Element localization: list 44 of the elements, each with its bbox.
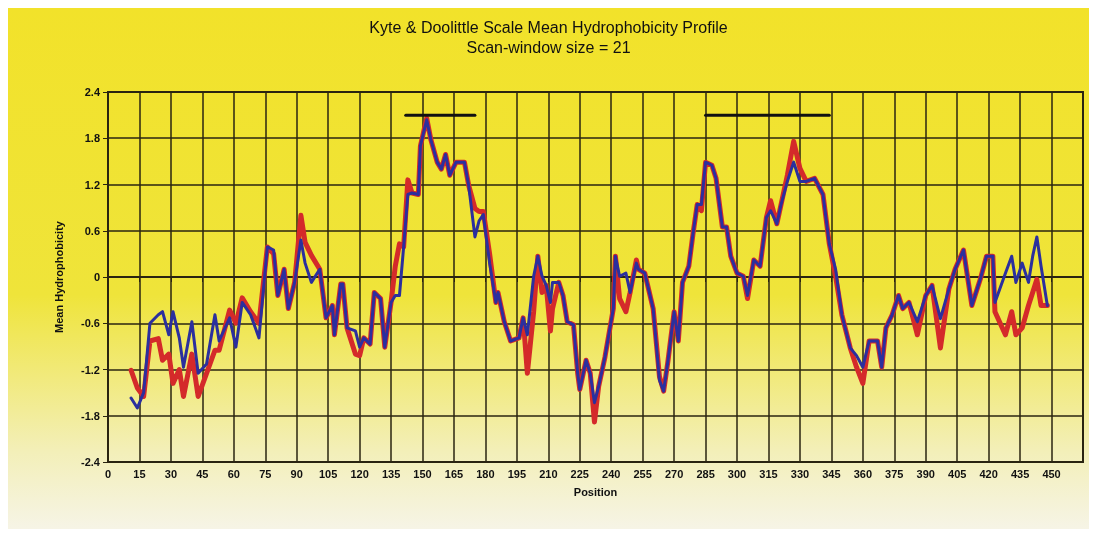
x-tick-label: 75	[259, 467, 272, 480]
x-axis-title: Position	[573, 485, 618, 498]
y-tick-label: 0	[93, 271, 100, 283]
x-tick-label: 195	[507, 467, 527, 480]
x-tick-label: 270	[664, 467, 684, 480]
x-tick-label: 300	[727, 467, 747, 480]
x-tick-label: 315	[759, 467, 778, 480]
x-tick-label: 150	[413, 467, 432, 480]
x-tick-label: 285	[696, 467, 715, 480]
x-tick-label: 330	[790, 467, 810, 480]
x-tick-label: 165	[444, 467, 464, 480]
x-tick-label: 375	[885, 467, 904, 480]
x-tick-label: 0	[104, 467, 112, 480]
y-tick-label: 1.8	[84, 132, 100, 145]
x-tick-label: 90	[290, 467, 303, 480]
x-tick-label: 225	[570, 467, 589, 480]
y-tick-label: 1.2	[84, 178, 100, 191]
x-tick-label: 210	[539, 467, 558, 480]
y-tick-label: 0.6	[84, 224, 100, 237]
y-tick-label: -1.8	[81, 409, 100, 422]
x-tick-label: 30	[164, 467, 178, 480]
x-tick-label: 420	[979, 467, 998, 480]
x-tick-label: 105	[318, 467, 338, 480]
y-tick-label: -2.4	[81, 456, 101, 468]
x-tick-label: 240	[602, 467, 621, 480]
y-axis-title: Mean Hydrophobicity	[52, 220, 65, 333]
x-tick-label: 255	[633, 467, 652, 480]
x-tick-label: 180	[476, 467, 495, 480]
x-tick-label: 345	[822, 467, 841, 480]
x-tick-label: 120	[350, 467, 369, 480]
y-tick-label: 2.4	[84, 86, 101, 98]
x-tick-label: 450	[1042, 467, 1061, 480]
x-tick-label: 435	[1010, 467, 1030, 480]
x-tick-label: 15	[133, 467, 146, 480]
chart-subtitle: Scan-window size = 21	[466, 38, 631, 56]
y-tick-label: -0.6	[81, 317, 100, 330]
x-tick-label: 45	[196, 467, 209, 480]
y-tick-label: -1.2	[81, 363, 100, 376]
x-tick-label: 405	[948, 467, 967, 480]
x-tick-label: 390	[916, 467, 935, 480]
x-tick-label: 135	[381, 467, 401, 480]
x-tick-label: 60	[227, 467, 240, 480]
x-tick-label: 360	[853, 467, 873, 480]
chart-title: Kyte & Doolittle Scale Mean Hydrophobicity Profile	[369, 18, 728, 36]
